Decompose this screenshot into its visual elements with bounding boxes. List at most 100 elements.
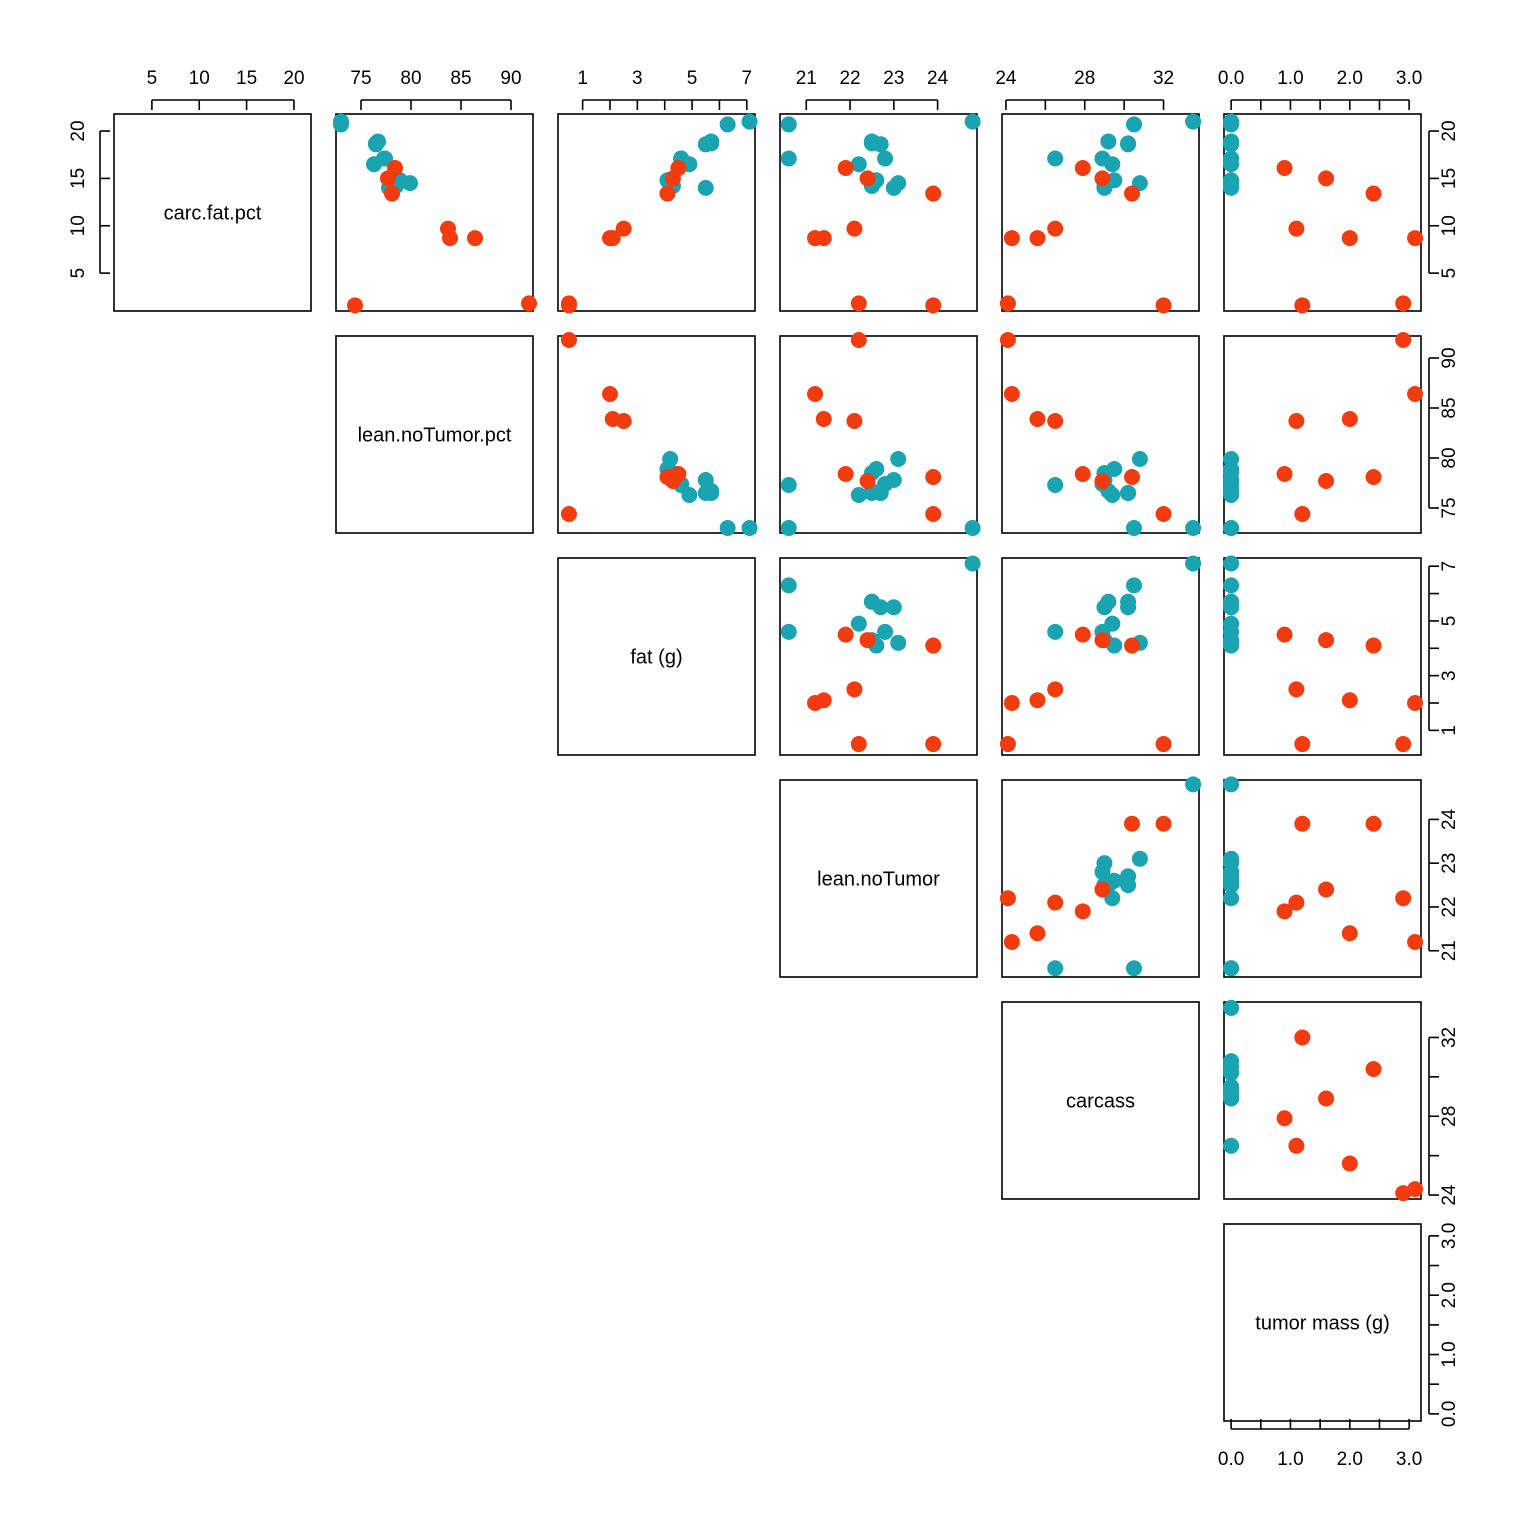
point-s1-p7-r3-c5	[1294, 815, 1311, 832]
point-s1-p5-r0-c1	[467, 230, 483, 247]
point-s1-p6-r0-c1	[521, 295, 537, 312]
point-s0-p9-r3-c5	[1223, 877, 1240, 894]
point-s1-p1-r1-c3	[859, 473, 876, 489]
point-s0-p10-r0-c5	[1223, 179, 1240, 196]
point-s0-p11-r3-c5	[1223, 960, 1240, 977]
point-s1-p0-r1-c4	[1074, 466, 1091, 482]
point-s1-p6-r3-c4	[999, 890, 1016, 907]
point-s1-p5-r1-c3	[807, 386, 824, 402]
panel-2-3	[779, 557, 978, 756]
top-tick-label-5-0: 0.0	[1218, 68, 1244, 89]
panel-2-4	[1001, 557, 1200, 756]
left-tick-label-1: 10	[68, 215, 89, 236]
right-tick-label-4-4: 32	[1439, 1027, 1460, 1048]
point-s1-p3-r3-c5	[1288, 894, 1305, 911]
point-s1-p7-r4-c5	[1294, 1029, 1311, 1046]
point-s1-p4-r1-c5	[1341, 411, 1358, 427]
point-s0-p5-r2-c4	[1104, 615, 1121, 632]
diag-label-2: fat (g)	[630, 647, 682, 669]
point-s0-p0-r0-c4	[1185, 113, 1202, 130]
panel-2-5	[1223, 557, 1422, 756]
point-s0-p11-r0-c5	[1223, 150, 1240, 167]
top-tick-label-4-0: 24	[995, 68, 1017, 89]
diag-label-0: carc.fat.pct	[164, 203, 262, 225]
point-s0-p10-r0-c3	[885, 179, 902, 196]
point-s1-p1-r0-c5	[1318, 170, 1335, 187]
top-tick-label-0-3: 20	[283, 68, 304, 89]
point-s0-p1-r3-c4	[1125, 960, 1142, 977]
point-s0-p0-r2-c4	[1185, 555, 1202, 572]
panel-0-5	[1223, 113, 1422, 312]
point-s1-p7-r0-c2	[560, 297, 577, 314]
point-s1-p4-r2-c4	[1029, 692, 1046, 709]
point-s0-p11-r2-c3	[780, 623, 797, 640]
point-s0-p0-r2-c3	[964, 555, 981, 572]
point-s1-p6-r0-c3	[850, 295, 867, 312]
point-s0-p9-r2-c4	[1120, 593, 1137, 610]
point-s0-p7-r1-c5	[1223, 451, 1240, 467]
right-tick-label-3-0: 21	[1439, 940, 1460, 961]
point-s0-p11-r0-c4	[1047, 150, 1064, 167]
top-tick-label-3-3: 24	[927, 68, 949, 89]
point-s1-p0-r3-c5	[1276, 903, 1293, 920]
point-s1-p1-r2-c4	[1094, 632, 1111, 649]
point-s1-p0-r0-c4	[1074, 159, 1091, 176]
point-s0-p0-r0-c3	[964, 113, 981, 130]
point-s0-p9-r4-c5	[1223, 1064, 1240, 1081]
right-tick-label-4-2: 28	[1439, 1106, 1460, 1127]
point-s1-p5-r1-c4	[1003, 386, 1020, 402]
point-s1-p4-r0-c1	[442, 230, 458, 247]
point-s1-p4-r1-c3	[815, 411, 832, 427]
panel-0-2	[557, 113, 756, 312]
point-s1-p1-r3-c4	[1094, 881, 1111, 898]
bottom-tick-label-0: 0.0	[1218, 1449, 1244, 1470]
point-s0-p5-r1-c4	[1104, 487, 1121, 503]
top-tick-label-4-2: 28	[1074, 68, 1095, 89]
diag-label-4: carcass	[1066, 1091, 1135, 1113]
point-s1-p5-r0-c4	[1003, 230, 1020, 247]
point-s0-p1-r2-c3	[780, 577, 797, 594]
point-s1-p2-r0-c3	[925, 185, 942, 202]
point-s1-p4-r2-c5	[1341, 692, 1358, 709]
left-tick-label-0: 5	[68, 268, 89, 279]
point-s1-p6-r0-c4	[999, 295, 1016, 312]
point-s0-p9-r0-c5	[1223, 135, 1240, 152]
point-s0-p0-r1-c4	[1185, 520, 1202, 536]
point-s1-p1-r0-c3	[859, 170, 876, 187]
right-tick-label-0-3: 20	[1439, 120, 1460, 141]
diag-label-3: lean.noTumor	[817, 869, 940, 891]
point-s1-p4-r0-c4	[1029, 230, 1046, 247]
point-s1-p2-r3-c4	[1124, 815, 1141, 832]
right-tick-label-2-6: 7	[1439, 561, 1460, 572]
point-s1-p3-r2-c4	[1047, 681, 1064, 698]
point-s1-p2-r4-c5	[1365, 1060, 1382, 1077]
right-tick-label-3-3: 24	[1439, 808, 1460, 830]
point-s0-p11-r3-c4	[1047, 960, 1064, 977]
point-s0-p9-r2-c3	[863, 593, 880, 610]
left-tick-label-2: 15	[68, 168, 89, 189]
point-s0-p4-r2-c3	[877, 623, 894, 640]
point-s0-p0-r3-c4	[1185, 776, 1202, 793]
point-s1-p7-r1-c5	[1294, 506, 1311, 522]
point-s1-p4-r1-c2	[604, 411, 621, 427]
right-tick-label-5-6: 3.0	[1439, 1223, 1460, 1249]
point-s1-p7-r0-c1	[347, 297, 363, 314]
point-s0-p10-r1-c2	[697, 472, 714, 488]
top-tick-label-5-2: 1.0	[1277, 68, 1303, 89]
panel-0-4	[1001, 113, 1200, 312]
top-tick-label-2-6: 7	[742, 68, 753, 89]
point-s1-p5-r3-c4	[1003, 933, 1020, 950]
panel-1-4	[1001, 335, 1200, 534]
point-s0-p2-r0-c4	[1100, 133, 1117, 150]
point-s0-p0-r1-c3	[964, 520, 981, 536]
point-s1-p1-r0-c1	[380, 170, 396, 187]
point-s0-p4-r0-c3	[877, 150, 894, 167]
point-s0-p0-r1-c2	[741, 520, 758, 536]
point-s0-p5-r2-c3	[850, 615, 867, 632]
point-s0-p1-r2-c4	[1125, 577, 1142, 594]
bottom-tick-label-6: 3.0	[1396, 1449, 1422, 1470]
point-s0-p1-r1-c2	[719, 520, 736, 536]
top-tick-label-0-2: 15	[236, 68, 257, 89]
right-tick-label-2-0: 1	[1439, 725, 1460, 736]
top-tick-label-0-1: 10	[189, 68, 210, 89]
